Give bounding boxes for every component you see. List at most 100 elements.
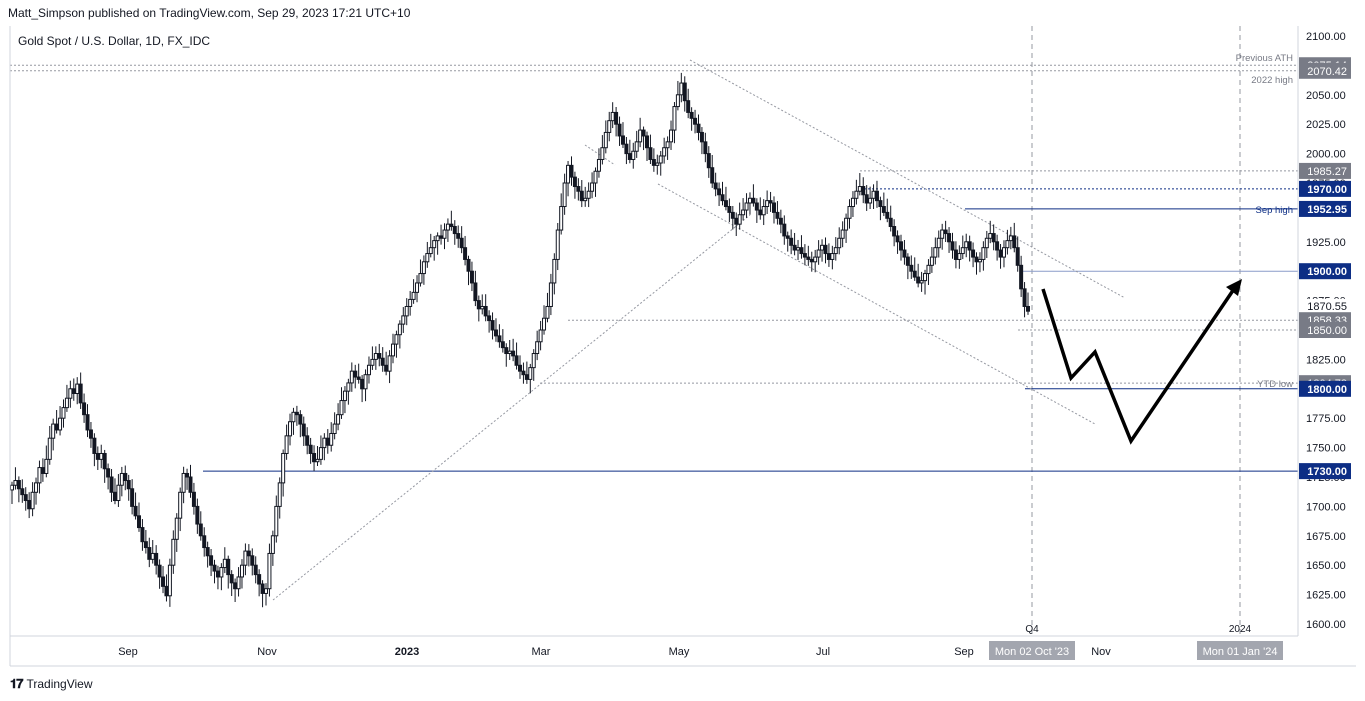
candle [967, 235, 972, 262]
candle [191, 482, 196, 515]
candle [373, 346, 378, 370]
candle [747, 192, 752, 215]
candle [507, 339, 512, 360]
candle [421, 255, 426, 285]
candle [34, 477, 39, 505]
brand-footer[interactable]: 𝟏𝟕 TradingView [10, 676, 93, 692]
candle [195, 498, 200, 534]
candle [905, 253, 910, 280]
candle [964, 233, 969, 258]
candle [102, 449, 107, 483]
candle [524, 361, 529, 384]
candle [339, 387, 344, 419]
y-tick-label: 1775.00 [1306, 413, 1346, 425]
candle [682, 76, 687, 112]
candle [977, 252, 982, 273]
x-tick-label: Nov [257, 646, 277, 658]
candle [778, 209, 783, 234]
candle [562, 173, 567, 215]
price-label-box [1299, 322, 1351, 338]
candle [998, 244, 1003, 269]
vertical-marker-label: 2024 [1229, 624, 1252, 635]
candle [754, 198, 759, 223]
candle [957, 245, 962, 269]
price-label: 1970.00 [1307, 184, 1347, 196]
candle [610, 102, 615, 129]
candle [226, 555, 231, 589]
date-label-box [1197, 641, 1283, 660]
candle [971, 242, 976, 268]
price-label: 1850.00 [1307, 325, 1347, 337]
candle [936, 230, 941, 258]
candle [542, 305, 547, 335]
candle [874, 180, 879, 208]
y-tick-label: 2025.00 [1306, 119, 1346, 131]
candle [658, 150, 663, 176]
candle [270, 530, 275, 566]
candle [919, 271, 924, 292]
x-tick-label: Mar [532, 646, 551, 658]
candle [717, 182, 722, 207]
candle [239, 559, 244, 589]
candle [854, 179, 859, 205]
candle [366, 356, 371, 384]
candle [850, 191, 855, 217]
candle [99, 444, 104, 469]
candle [586, 182, 591, 208]
candle [284, 424, 289, 460]
candle [370, 346, 375, 370]
price-label-box [1299, 180, 1351, 197]
candle [64, 384, 69, 412]
y-tick-label: 1650.00 [1306, 560, 1346, 572]
candle [511, 338, 516, 362]
candle [236, 567, 241, 597]
candle [504, 343, 509, 367]
candle [456, 225, 461, 248]
x-tick-label: Nov [1091, 646, 1111, 658]
candle [112, 478, 117, 505]
candle [548, 273, 553, 316]
candle [480, 294, 485, 315]
candle [116, 474, 121, 507]
candle [408, 290, 413, 316]
candle [844, 213, 849, 243]
candle [1022, 282, 1027, 318]
candle [706, 146, 711, 178]
candle [991, 224, 996, 251]
tradingview-logo-icon: 𝟏𝟕 [10, 676, 24, 691]
candle [322, 433, 327, 461]
candle [947, 227, 952, 253]
candle [82, 393, 87, 423]
candle [428, 233, 433, 258]
x-tick-label: Sep [118, 646, 138, 658]
candle [926, 259, 931, 285]
candle [576, 178, 581, 201]
candle [675, 80, 680, 111]
candle [10, 481, 14, 505]
publisher-header: Matt_Simpson published on TradingView.co… [8, 6, 411, 20]
y-tick-label: 2000.00 [1306, 149, 1346, 161]
candle [264, 583, 268, 606]
candle [212, 559, 217, 584]
candle [185, 468, 190, 490]
candle [840, 221, 845, 248]
candle [631, 142, 636, 169]
candle [820, 239, 825, 262]
candle [188, 464, 193, 498]
candle [888, 205, 893, 232]
price-label-box [1299, 62, 1351, 79]
candle [518, 355, 522, 379]
candle [552, 253, 557, 295]
candle [281, 449, 286, 497]
candle [473, 270, 478, 307]
y-tick-label: 2050.00 [1306, 90, 1346, 102]
candle [545, 292, 550, 323]
candle [559, 193, 564, 235]
candle [830, 245, 835, 270]
candle [796, 239, 801, 260]
vertical-marker-label: Q4 [1025, 624, 1039, 635]
price-label-box [1299, 380, 1351, 397]
candle [514, 342, 519, 370]
candle [315, 446, 320, 467]
